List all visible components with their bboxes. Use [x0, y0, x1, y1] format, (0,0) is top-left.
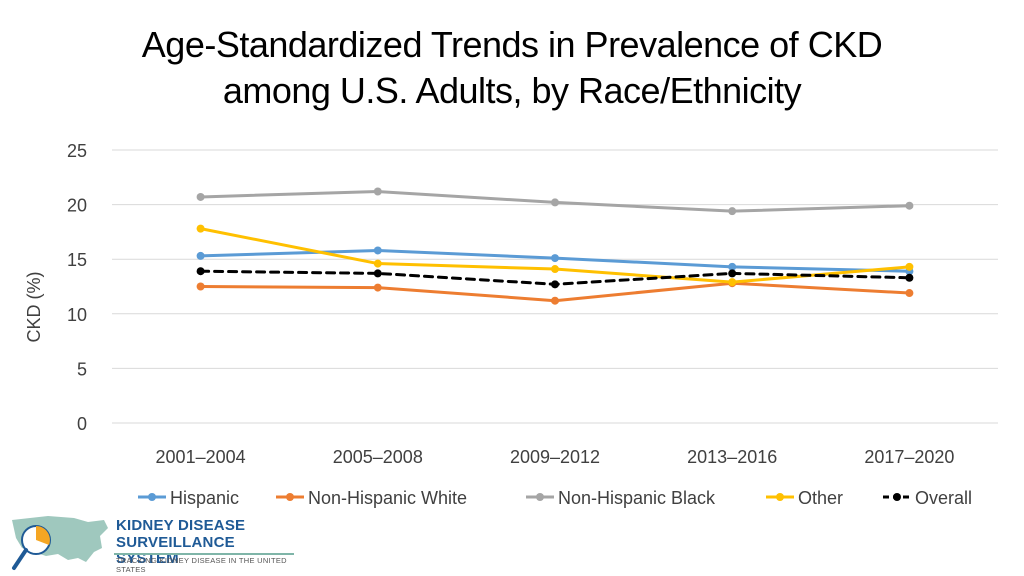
legend-marker: [536, 493, 544, 501]
series-lines: [196, 187, 914, 305]
y-tick-label: 15: [67, 250, 87, 270]
x-axis-ticks: 2001–2004 2005–2008 2009–2012 2013–2016 2017…: [156, 447, 955, 467]
chart-title: Age-Standardized Trends in Prevalence of…: [0, 22, 1024, 114]
y-tick-label: 10: [67, 305, 87, 325]
legend-marker: [286, 493, 294, 501]
data-point: [196, 192, 205, 201]
data-point: [196, 282, 205, 291]
y-tick-label: 5: [77, 359, 87, 379]
legend: Hispanic Non-Hispanic White Non-Hispanic B…: [138, 488, 972, 508]
legend-item: Hispanic: [138, 488, 239, 508]
y-axis-label: CKD (%): [24, 272, 44, 343]
legend-marker: [776, 493, 784, 501]
x-tick-label: 2005–2008: [333, 447, 423, 467]
logo-tagline: TRACKING KIDNEY DISEASE IN THE UNITED ST…: [116, 556, 287, 574]
data-point: [373, 259, 382, 268]
x-tick-label: 2001–2004: [156, 447, 246, 467]
data-point: [905, 201, 914, 210]
legend-label: Overall: [915, 488, 972, 508]
x-tick-label: 2009–2012: [510, 447, 600, 467]
logo-line-1: KIDNEY DISEASE: [116, 517, 246, 534]
data-point: [373, 283, 382, 292]
data-point: [905, 262, 914, 271]
data-point: [905, 289, 914, 298]
y-axis-ticks: 0 5 10 15 20 25: [67, 141, 87, 434]
kdss-logo: KIDNEY DISEASE SURVEILLANCE SYSTEM TRACK…: [8, 512, 298, 576]
data-point: [373, 187, 382, 196]
x-tick-label: 2013–2016: [687, 447, 777, 467]
data-point: [728, 269, 737, 278]
data-point: [551, 296, 559, 305]
legend-item: Other: [766, 488, 843, 508]
legend-label: Hispanic: [170, 488, 239, 508]
x-tick-label: 2017–2020: [864, 447, 954, 467]
series-overall: [196, 267, 914, 289]
legend-label: Non-Hispanic White: [308, 488, 467, 508]
y-tick-label: 20: [67, 196, 87, 216]
data-point: [196, 267, 205, 276]
data-point: [551, 198, 559, 207]
legend-marker: [148, 493, 156, 501]
series-other: [196, 224, 914, 287]
data-point: [728, 207, 737, 216]
series-non-hispanic-black: [196, 187, 914, 216]
logo-divider: [114, 553, 294, 555]
data-point: [728, 278, 737, 287]
data-point: [373, 269, 382, 278]
data-point: [551, 280, 559, 289]
data-point: [551, 254, 559, 263]
data-point: [196, 251, 205, 260]
legend-label: Non-Hispanic Black: [558, 488, 716, 508]
data-point: [728, 262, 737, 271]
gridlines: [112, 149, 998, 424]
data-point: [196, 224, 205, 233]
legend-item: Non-Hispanic Black: [526, 488, 716, 508]
title-line-1: Age-Standardized Trends in Prevalence of…: [141, 24, 883, 65]
legend-marker: [893, 493, 901, 501]
y-tick-label: 0: [77, 414, 87, 434]
us-map-logo-icon: [12, 516, 108, 570]
data-point: [373, 246, 382, 255]
data-point: [905, 273, 914, 282]
legend-item: Non-Hispanic White: [276, 488, 467, 508]
y-tick-label: 25: [67, 141, 87, 161]
title-line-2: among U.S. Adults, by Race/Ethnicity: [222, 70, 802, 111]
legend-item: Overall: [883, 488, 972, 508]
data-point: [551, 265, 559, 274]
legend-label: Other: [798, 488, 843, 508]
